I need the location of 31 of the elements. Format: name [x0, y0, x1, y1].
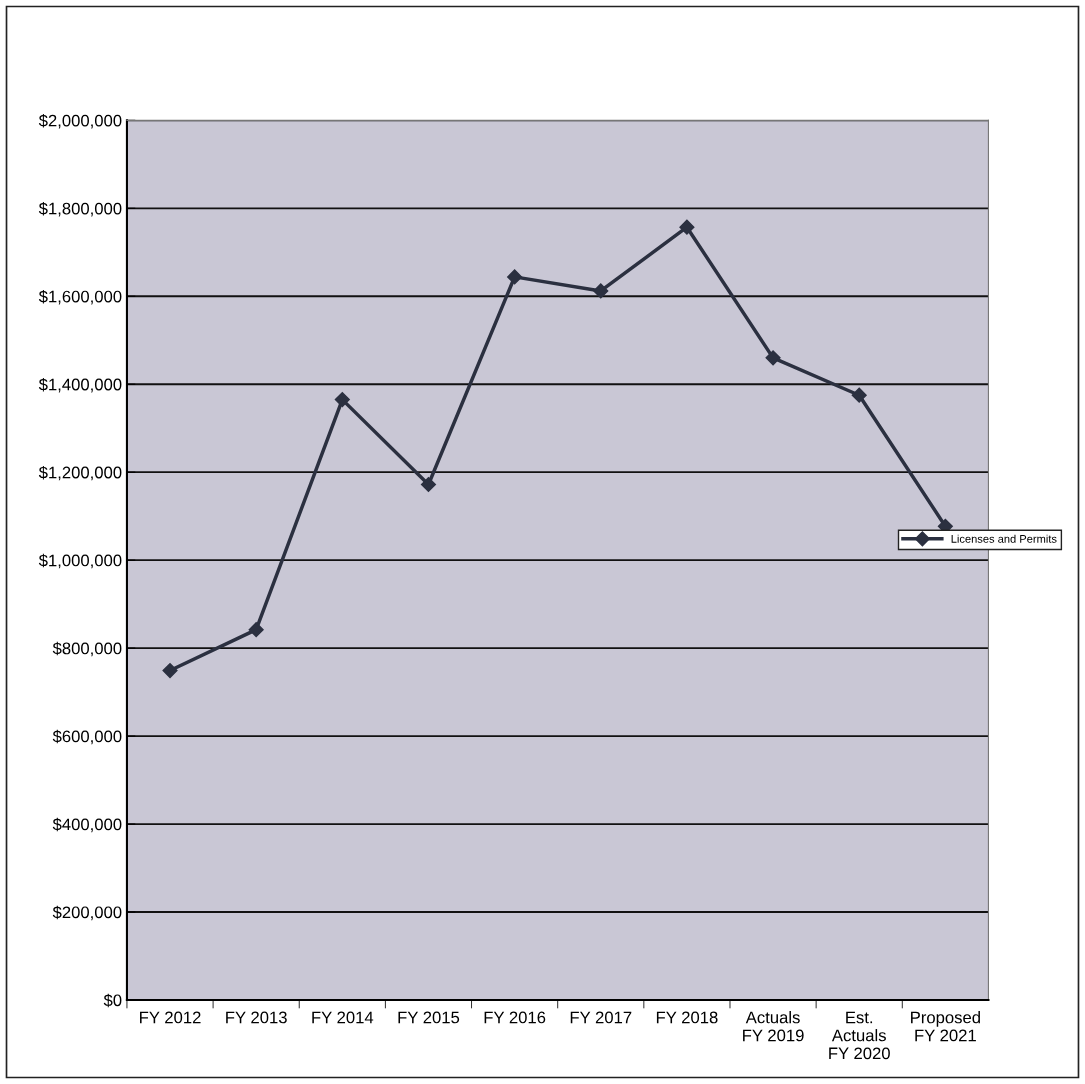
- x-tick-label: Est. Actuals FY 2020: [829, 1011, 890, 1060]
- point: [765, 350, 781, 366]
- y-tick-label: $1,600,000: [38, 289, 122, 305]
- x-tick-label: Actuals FY 2019: [743, 1011, 804, 1042]
- x-tick-label: FY 2012: [140, 1011, 201, 1024]
- x-tick-label: FY 2018: [656, 1011, 718, 1024]
- legend-label: Licenses and Permits: [951, 534, 1057, 543]
- point: [248, 622, 264, 638]
- point: [162, 662, 178, 679]
- point: [679, 219, 695, 235]
- x-tick-label: FY 2014: [312, 1011, 374, 1024]
- point: [851, 387, 867, 403]
- x-tick-label: Proposed FY 2021: [911, 1011, 980, 1042]
- y-tick-label: $400,000: [52, 817, 122, 833]
- point: [334, 392, 350, 408]
- y-tick-label: $1,000,000: [38, 553, 122, 569]
- y-tick-label: $2,000,000: [38, 114, 122, 129]
- x-tick-label: FY 2016: [484, 1011, 546, 1024]
- x-tick-label: FY 2015: [398, 1011, 460, 1024]
- x-tick-label: FY 2013: [226, 1011, 287, 1024]
- y-tick-label: $0: [103, 993, 122, 1008]
- point: [507, 269, 523, 285]
- point: [593, 283, 609, 299]
- y-tick-label: $1,400,000: [38, 377, 122, 393]
- y-tick-label: $200,000: [52, 905, 122, 921]
- x-tick-label: FY 2017: [570, 1011, 632, 1024]
- point: [420, 476, 437, 493]
- y-tick-label: $1,200,000: [38, 465, 122, 481]
- y-tick-label: $1,800,000: [38, 201, 122, 217]
- y-tick-label: $800,000: [52, 641, 122, 657]
- y-tick-label: $600,000: [52, 729, 122, 745]
